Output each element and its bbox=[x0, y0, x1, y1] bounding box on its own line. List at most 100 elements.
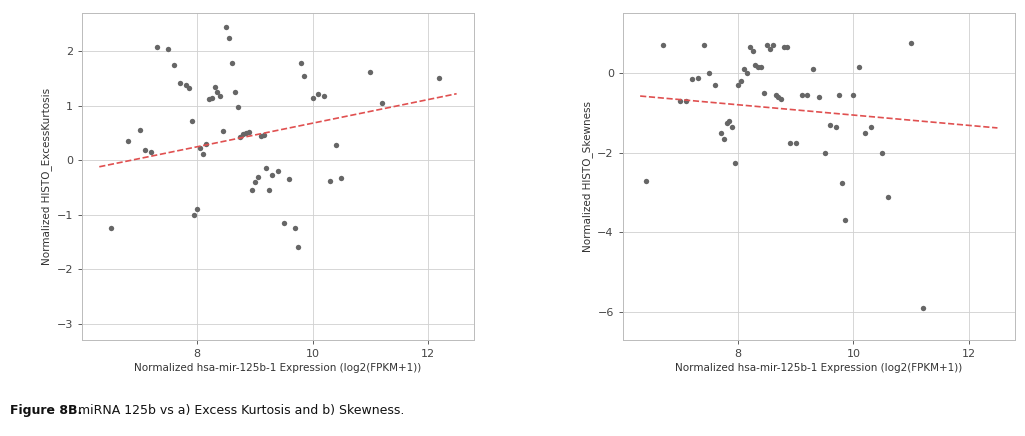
Point bbox=[822, 121, 838, 128]
Point bbox=[744, 48, 761, 54]
Point bbox=[672, 97, 689, 104]
Point bbox=[287, 225, 303, 232]
Point bbox=[316, 92, 332, 99]
Point bbox=[719, 119, 735, 126]
Point bbox=[730, 82, 746, 89]
Point bbox=[722, 117, 738, 124]
Point bbox=[811, 93, 827, 100]
Point bbox=[131, 127, 148, 134]
Point bbox=[247, 179, 263, 186]
Point bbox=[765, 41, 781, 48]
Point bbox=[690, 74, 706, 81]
Point bbox=[311, 90, 327, 97]
Point bbox=[333, 174, 350, 181]
Point bbox=[638, 177, 654, 184]
Point bbox=[244, 187, 260, 194]
Point bbox=[707, 82, 724, 89]
Point bbox=[180, 85, 197, 92]
Point bbox=[177, 82, 194, 89]
Point bbox=[220, 34, 237, 41]
Point bbox=[373, 99, 390, 106]
Point bbox=[264, 171, 281, 178]
Point bbox=[753, 63, 770, 70]
Point bbox=[206, 83, 222, 90]
Point bbox=[249, 173, 265, 180]
Point bbox=[235, 131, 251, 138]
Point bbox=[782, 139, 798, 146]
Point bbox=[793, 92, 810, 99]
Text: Figure 8B.: Figure 8B. bbox=[10, 405, 82, 417]
Point bbox=[172, 79, 189, 86]
Point bbox=[215, 128, 232, 135]
Point bbox=[741, 44, 757, 51]
Point bbox=[862, 123, 878, 130]
Point bbox=[166, 61, 182, 68]
Point bbox=[874, 149, 891, 156]
Point bbox=[276, 219, 292, 226]
Point bbox=[695, 41, 711, 48]
Point bbox=[201, 96, 217, 103]
Point bbox=[142, 149, 159, 156]
Point bbox=[270, 168, 286, 175]
X-axis label: Normalized hsa-mir-125b-1 Expression (log2(FPKM+1)): Normalized hsa-mir-125b-1 Expression (lo… bbox=[134, 363, 421, 373]
Point bbox=[712, 129, 729, 136]
Y-axis label: Normalized HISTO_ExcessKurtosis: Normalized HISTO_ExcessKurtosis bbox=[41, 88, 52, 265]
Point bbox=[828, 123, 845, 130]
Point bbox=[800, 92, 816, 99]
Point bbox=[192, 145, 208, 152]
Point bbox=[258, 165, 275, 172]
Y-axis label: Normalized HISTO_Skewness: Normalized HISTO_Skewness bbox=[582, 101, 593, 252]
Point bbox=[293, 60, 310, 67]
Point bbox=[833, 179, 850, 186]
Point bbox=[322, 177, 338, 184]
Point bbox=[212, 92, 229, 99]
Point bbox=[768, 92, 784, 99]
Point bbox=[724, 123, 740, 130]
Point bbox=[736, 65, 752, 72]
Point bbox=[230, 103, 246, 110]
Point bbox=[914, 305, 931, 312]
Point bbox=[227, 89, 243, 95]
Point bbox=[149, 44, 165, 51]
Point bbox=[739, 69, 755, 76]
Point bbox=[684, 75, 700, 82]
Point bbox=[189, 206, 205, 213]
Point bbox=[120, 138, 136, 145]
Point bbox=[851, 63, 867, 70]
Point bbox=[261, 187, 278, 194]
Point bbox=[362, 68, 378, 75]
Point bbox=[432, 75, 448, 82]
Point bbox=[252, 132, 269, 139]
Point bbox=[879, 193, 896, 200]
Point bbox=[727, 159, 743, 166]
Point bbox=[209, 89, 226, 95]
Point bbox=[755, 89, 772, 96]
Point bbox=[183, 118, 200, 125]
Point bbox=[805, 65, 821, 72]
Point bbox=[233, 134, 249, 141]
Point bbox=[218, 23, 235, 30]
Point bbox=[195, 150, 211, 157]
Point bbox=[102, 225, 119, 232]
Point bbox=[187, 211, 203, 218]
Point bbox=[304, 94, 321, 101]
Point bbox=[715, 135, 732, 142]
Point bbox=[779, 44, 795, 51]
Point bbox=[160, 45, 176, 52]
Point bbox=[770, 93, 786, 100]
Point bbox=[758, 41, 775, 48]
Point bbox=[327, 142, 343, 149]
Point bbox=[787, 139, 804, 146]
Point bbox=[241, 129, 257, 136]
Point bbox=[701, 69, 717, 76]
Point bbox=[773, 95, 789, 102]
Point bbox=[255, 132, 272, 139]
Point bbox=[295, 72, 312, 79]
X-axis label: Normalized hsa-mir-125b-1 Expression (log2(FPKM+1)): Normalized hsa-mir-125b-1 Expression (lo… bbox=[675, 363, 962, 373]
Point bbox=[836, 217, 853, 224]
Point bbox=[903, 40, 919, 47]
Point bbox=[137, 147, 154, 154]
Point bbox=[846, 92, 862, 99]
Point bbox=[831, 92, 848, 99]
Point bbox=[223, 60, 240, 67]
